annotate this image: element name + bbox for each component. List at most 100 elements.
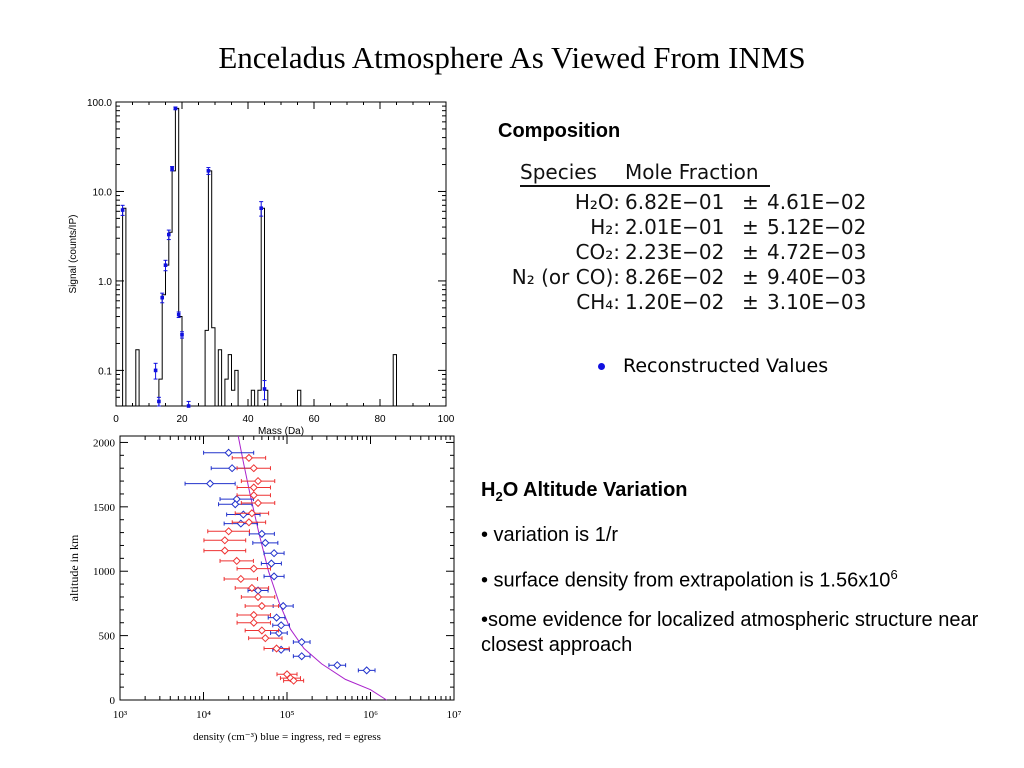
egress-point — [249, 610, 258, 620]
slide-title: Enceladus Atmosphere As Viewed From INMS — [218, 40, 806, 75]
egress-point — [272, 644, 281, 653]
ingress-point — [231, 500, 240, 509]
data-point — [173, 106, 178, 111]
x-tick-label: 100 — [438, 414, 455, 425]
egress-point — [249, 564, 258, 573]
data-point — [262, 387, 267, 391]
egress-point — [220, 546, 229, 555]
fit-curve — [237, 435, 387, 701]
egress-point — [253, 498, 263, 508]
ingress-point — [269, 572, 279, 581]
heading-part: H — [481, 479, 496, 501]
data-point — [170, 166, 174, 171]
data-point — [160, 295, 164, 300]
bullet-superscript: 6 — [890, 567, 898, 582]
x-tick-label: 40 — [242, 414, 254, 425]
x-tick-label: 10⁴ — [196, 709, 211, 721]
x-tick-label: 20 — [176, 414, 188, 425]
y-tick-label: 1.0 — [98, 277, 112, 288]
x-axis-label: density (cm⁻³) blue = ingress, red = egr… — [193, 731, 381, 743]
egress-point — [261, 634, 270, 643]
bullet-variation: • variation is 1/r — [481, 524, 619, 546]
data-point — [120, 208, 125, 212]
legend-label: Reconstructed Values — [623, 355, 829, 377]
data-point — [157, 399, 161, 404]
egress-point — [249, 483, 258, 492]
egress-point — [253, 592, 263, 602]
altitude-density-chart: 10³ 10⁴ 10⁵ 10⁶ 10⁷ 0 500 1000 1500 2000 density (… — [66, 430, 462, 753]
egress-point — [236, 574, 245, 584]
h2o-altitude-section: H2O Altitude Variation • variation is 1/… — [481, 478, 981, 672]
mole-fraction-error: 4.61E−02 — [767, 190, 867, 214]
mole-fraction-header: Mole Fraction — [625, 160, 759, 184]
y-tick-label: 0 — [110, 695, 116, 707]
y-tick-label: 0.1 — [98, 366, 112, 377]
ingress-point — [257, 529, 266, 538]
x-tick-label: 10⁶ — [363, 709, 378, 721]
species-label: CH₄: — [576, 290, 620, 314]
data-point — [259, 206, 263, 211]
mole-fraction-error: 5.12E−02 — [767, 215, 867, 239]
ingress-point — [236, 519, 245, 528]
ingress-point — [261, 538, 270, 547]
heading-part: O Altitude Variation — [502, 479, 688, 501]
h2o-heading: H2O Altitude Variation — [481, 478, 981, 509]
data-point — [206, 169, 211, 173]
egress-point — [220, 536, 229, 545]
species-header: Species — [520, 160, 597, 184]
heading-subscript: 2 — [495, 489, 503, 504]
ingress-point — [267, 559, 276, 568]
mole-fraction-error: 4.72E−03 — [767, 240, 867, 264]
species-label: N₂ (or CO): — [511, 265, 620, 289]
bullet-text: • surface density from extrapolation is … — [481, 569, 891, 592]
ingress-point — [272, 613, 281, 622]
reconstructed-values-legend: Reconstructed Values — [598, 355, 828, 377]
y-axis-label: altitude in km — [67, 534, 81, 601]
y-tick-label: 100.0 — [87, 98, 112, 109]
species-label: H₂: — [590, 215, 620, 239]
plot-frame — [119, 435, 455, 701]
egress-point — [224, 527, 233, 536]
egress-point — [249, 618, 258, 627]
mass-spectrum-svg: 0 20 40 60 80 100 0.1 1.0 10.0 100.0 Mass (Da) Sign… — [68, 98, 455, 437]
ingress-point — [297, 652, 306, 661]
mole-fraction-value: 6.82E−01 — [625, 190, 725, 214]
egress-point — [244, 518, 254, 527]
mole-fraction-value: 1.20E−02 — [625, 290, 725, 314]
plus-minus: ± — [742, 190, 759, 214]
species-label: H₂O: — [574, 190, 620, 214]
egress-point — [244, 453, 254, 462]
x-tick-label: 60 — [308, 414, 320, 425]
blue-dot-icon — [598, 363, 605, 370]
ingress-point — [224, 448, 233, 457]
egress-point — [247, 583, 257, 593]
y-tick-label: 1000 — [93, 566, 116, 578]
data-point — [153, 368, 158, 373]
data-point — [167, 232, 171, 237]
egress-point — [232, 556, 241, 566]
x-tick-label: 80 — [374, 414, 386, 425]
ingress-point — [206, 479, 215, 488]
x-tick-label: 0 — [113, 414, 119, 425]
ingress-point — [276, 621, 286, 630]
plus-minus: ± — [742, 215, 759, 239]
y-tick-label: 10.0 — [93, 187, 113, 198]
ingress-point — [333, 661, 342, 670]
mole-fraction-error: 9.40E−03 — [767, 265, 867, 289]
egress-point — [249, 464, 258, 473]
ingress-point — [269, 549, 279, 558]
ingress-point — [362, 666, 371, 675]
egress-point — [289, 676, 298, 685]
histogram-steps — [119, 107, 397, 407]
x-tick-label: 10⁵ — [280, 709, 295, 721]
y-tick-label: 2000 — [93, 437, 116, 449]
ingress-point — [297, 637, 306, 647]
header-underline — [520, 185, 770, 187]
mole-fraction-value: 2.01E−01 — [625, 215, 725, 239]
ingress-point — [227, 464, 237, 473]
y-tick-label: 500 — [99, 631, 116, 643]
egress-point — [253, 476, 263, 486]
y-tick-label: 1500 — [93, 502, 116, 514]
mole-fraction-value: 8.26E−02 — [625, 265, 725, 289]
x-tick-label: 10³ — [113, 709, 128, 721]
